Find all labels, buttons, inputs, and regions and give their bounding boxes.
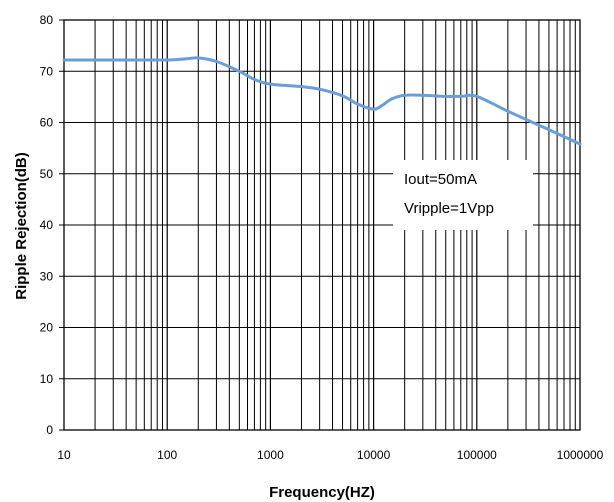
x-tick-label: 100000 [457,448,497,462]
x-axis-title: Frequency(HZ) [269,484,375,501]
y-axis-title: Ripple Rejection(dB) [13,152,30,300]
y-tick-label: 70 [40,64,54,78]
x-tick-label: 10 [57,448,71,462]
y-tick-label: 10 [40,372,54,386]
annotation-vripple: Vripple=1Vpp [404,200,494,217]
series-line [62,56,582,146]
y-tick-label: 30 [40,269,54,283]
annotation-background [393,160,533,230]
grid [64,20,580,430]
annotation-iout: Iout=50mA [404,171,477,188]
series-layer [62,56,582,146]
annotation-box: Iout=50mA Vripple=1Vpp [393,160,533,230]
y-tick-label: 60 [40,116,54,130]
y-tick-label: 50 [40,167,54,181]
x-tick-label: 100 [157,448,177,462]
y-tick-label: 20 [40,321,54,335]
x-tick-label: 10000 [357,448,391,462]
y-tick-label: 0 [46,423,53,437]
y-tick-label: 80 [40,13,54,27]
tick-labels: 0 10 20 30 40 50 60 70 80 10 100 1000 10000 100000 100… [40,13,604,462]
x-tick-label: 1000000 [557,448,604,462]
x-tick-label: 1000 [257,448,284,462]
y-tick-label: 40 [40,218,54,232]
